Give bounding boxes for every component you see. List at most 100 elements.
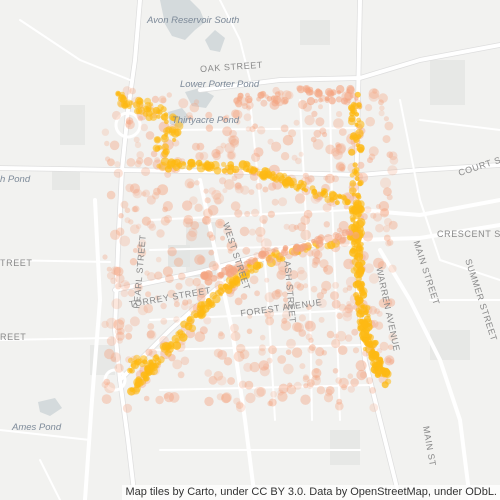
heat-point xyxy=(129,87,136,95)
heat-point xyxy=(316,191,323,198)
heat-point xyxy=(274,289,283,298)
heat-point xyxy=(282,291,288,298)
heat-point xyxy=(348,231,354,236)
heat-point xyxy=(322,266,328,272)
pearl-street-road xyxy=(113,0,142,500)
heat-point xyxy=(221,161,227,167)
heat-point xyxy=(365,377,374,385)
heat-point xyxy=(294,322,304,333)
heat-point xyxy=(267,400,273,407)
heat-point xyxy=(101,320,109,329)
heat-point xyxy=(354,209,363,217)
heat-point xyxy=(191,142,200,151)
heat-point xyxy=(107,158,115,167)
heat-point xyxy=(212,151,221,161)
heat-point xyxy=(110,266,120,275)
heat-point xyxy=(154,157,161,163)
heat-point xyxy=(351,258,359,266)
heat-point xyxy=(323,265,334,275)
heat-point xyxy=(215,145,224,155)
heat-point xyxy=(315,347,325,357)
heat-point xyxy=(378,110,385,117)
heat-point xyxy=(264,94,269,99)
heat-point xyxy=(348,205,356,213)
heat-point xyxy=(259,90,267,98)
heat-point xyxy=(312,374,318,380)
heat-point xyxy=(132,188,143,199)
heat-point xyxy=(260,238,272,250)
heat-point xyxy=(199,326,208,335)
heat-point xyxy=(286,283,295,293)
heat-point xyxy=(336,398,343,405)
heat-point xyxy=(264,292,275,303)
heat-point xyxy=(325,173,335,184)
heat-point xyxy=(204,369,212,377)
heat-point xyxy=(198,309,207,319)
heat-point xyxy=(335,401,344,411)
heat-point xyxy=(268,398,277,407)
heat-point xyxy=(324,242,332,250)
heat-point xyxy=(346,86,355,95)
heat-point xyxy=(311,368,322,378)
heat-point xyxy=(296,85,303,92)
heat-point xyxy=(124,324,133,333)
heat-point xyxy=(227,248,233,254)
heat-point xyxy=(372,364,377,369)
heat-point xyxy=(367,157,373,164)
heat-point xyxy=(288,129,297,138)
heat-point xyxy=(161,150,169,158)
heat-point xyxy=(236,97,241,102)
heat-point xyxy=(206,231,214,238)
heat-point xyxy=(347,385,355,393)
heat-point xyxy=(346,301,352,307)
pearl-street-west xyxy=(83,198,102,500)
heat-point xyxy=(354,176,360,182)
heat-point xyxy=(357,161,365,169)
heat-point xyxy=(365,116,376,127)
heat-point xyxy=(184,178,195,189)
heat-point xyxy=(180,302,189,311)
heat-point xyxy=(129,368,135,374)
heat-point xyxy=(338,128,347,136)
heat-point xyxy=(256,261,264,269)
heat-point xyxy=(388,220,398,230)
heat-point xyxy=(104,348,115,360)
heat-point xyxy=(372,212,383,222)
heat-point xyxy=(211,189,222,200)
court-street-road xyxy=(356,198,500,217)
heat-point xyxy=(153,136,162,144)
heat-point xyxy=(129,258,138,266)
heat-point xyxy=(378,99,384,106)
heat-point xyxy=(317,298,327,308)
heat-point xyxy=(258,348,266,356)
heat-point xyxy=(306,379,315,388)
heat-point xyxy=(381,370,387,376)
heat-point xyxy=(329,196,335,202)
heat-point xyxy=(271,99,279,107)
heat-point xyxy=(343,258,354,270)
heat-point xyxy=(300,394,311,405)
heat-point xyxy=(194,180,200,186)
heat-point xyxy=(168,392,180,403)
heat-point xyxy=(155,256,162,263)
heat-point xyxy=(227,135,236,144)
heat-point xyxy=(239,226,250,237)
heat-point xyxy=(326,89,334,98)
west-street-road xyxy=(198,178,257,500)
heat-point xyxy=(156,109,161,114)
heat-point xyxy=(150,150,158,158)
heat-point xyxy=(356,309,365,318)
heat-point xyxy=(370,212,377,219)
heat-point xyxy=(120,289,129,298)
heat-point xyxy=(356,134,362,140)
heat-point xyxy=(349,172,355,178)
heat-point xyxy=(198,162,203,166)
heat-point xyxy=(389,359,395,365)
heat-point xyxy=(212,263,220,271)
heat-point xyxy=(245,392,256,404)
heat-point xyxy=(319,259,329,269)
heat-point xyxy=(181,161,186,166)
heat-point xyxy=(234,209,243,218)
